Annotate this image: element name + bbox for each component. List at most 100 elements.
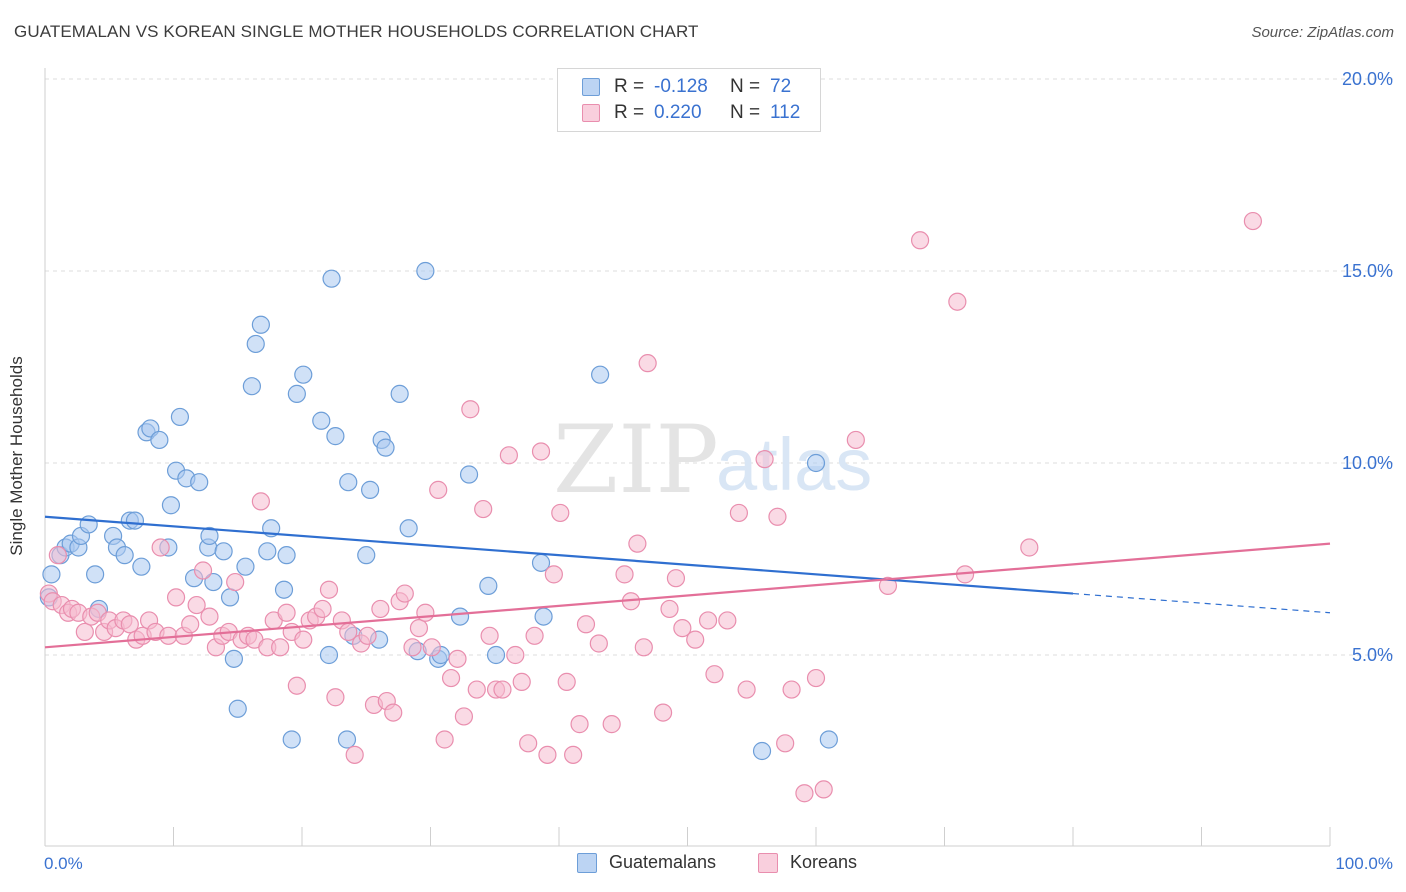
y-tick-label: 10.0% — [1342, 453, 1393, 473]
korean-point — [454, 707, 474, 726]
guatemalan-point — [399, 519, 418, 538]
korean-point — [313, 599, 332, 619]
korean-point — [480, 626, 499, 645]
guatemalan-point — [591, 365, 610, 384]
korean-point — [718, 611, 737, 630]
guatemalans-trend-line — [44, 515, 1074, 595]
korean-point — [814, 780, 833, 799]
korean-point — [948, 292, 967, 311]
guatemalan-point — [220, 588, 240, 607]
korean-point — [403, 638, 422, 657]
korean-point — [448, 649, 467, 668]
korean-point — [441, 668, 461, 688]
korean-point — [615, 565, 634, 584]
guatemalan-point — [170, 407, 190, 427]
guatemalan-point — [337, 730, 357, 749]
guatemalan-point — [450, 607, 470, 626]
korean-point — [673, 619, 692, 638]
korean-point — [187, 595, 206, 615]
korean-point — [461, 400, 480, 419]
legend-r-label: R = — [614, 76, 645, 97]
korean-point — [795, 784, 814, 803]
guatemalan-point — [125, 511, 145, 530]
guatemalan-point — [459, 465, 479, 484]
korean-point — [551, 503, 570, 523]
korean-point — [251, 492, 270, 511]
korean-point — [589, 634, 608, 653]
guatemalan-point — [224, 649, 243, 668]
guatemalan-point — [251, 315, 270, 334]
x-tick-label-max: 100.0% — [1335, 854, 1393, 873]
guatemalan-point — [376, 438, 395, 457]
guatemalan-point — [339, 473, 358, 492]
guatemalan-point — [86, 565, 105, 584]
koreans-points — [39, 211, 1263, 803]
korean-point — [519, 734, 538, 753]
korean-point — [345, 745, 364, 764]
korean-point — [538, 745, 557, 764]
legend-item-koreans[interactable]: Koreans — [758, 852, 857, 873]
korean-point — [474, 499, 493, 519]
x-tick-label-min: 0.0% — [44, 854, 83, 873]
korean-point — [846, 430, 865, 450]
series-legend: Guatemalans Koreans — [0, 852, 1406, 878]
korean-point — [638, 354, 657, 373]
korean-point — [1020, 538, 1039, 557]
guatemalan-point — [236, 557, 255, 576]
guatemalan-point — [200, 526, 219, 546]
korean-point — [698, 611, 718, 630]
guatemalan-point — [287, 384, 306, 403]
guatemalan-point — [274, 580, 294, 599]
legend-r-value: 0.220 — [654, 102, 702, 123]
korean-point — [531, 442, 551, 461]
guatemalan-point — [390, 384, 409, 403]
y-tick-labels: 5.0% 10.0% 15.0% 20.0% — [1342, 69, 1393, 665]
korean-point — [737, 680, 756, 699]
guatemalan-point — [258, 542, 277, 561]
korean-point — [686, 630, 705, 649]
korean-point — [166, 588, 186, 607]
guatemalan-point — [819, 730, 838, 749]
korean-point — [409, 619, 429, 638]
x-ticks — [173, 827, 1331, 846]
korean-point — [506, 645, 525, 665]
legend-r-value: -0.128 — [654, 76, 708, 97]
legend-item-guatemalans[interactable]: Guatemalans — [577, 852, 716, 873]
guatemalan-point — [357, 546, 376, 565]
chart-title: GUATEMALAN VS KOREAN SINGLE MOTHER HOUSE… — [14, 22, 699, 41]
korean-point — [564, 745, 583, 764]
legend-n-label: N = — [730, 76, 761, 97]
guatemalan-point — [416, 261, 435, 281]
guatemalan-point — [277, 546, 296, 565]
legend-label-guatemalans: Guatemalans — [609, 852, 717, 872]
korean-point — [395, 584, 414, 603]
guatemalan-point — [319, 645, 339, 665]
legend-swatch-pink — [758, 852, 778, 873]
korean-point — [910, 231, 930, 250]
korean-point — [1243, 211, 1263, 231]
korean-point — [544, 565, 563, 584]
legend-n-label: N = — [730, 102, 761, 123]
korean-point — [226, 572, 245, 592]
y-tick-label: 5.0% — [1352, 645, 1393, 665]
guatemalan-point — [228, 699, 247, 718]
guatemalan-point — [486, 645, 506, 665]
watermark-zip: ZIP — [553, 406, 719, 515]
guatemalan-point — [190, 473, 209, 492]
source-label: Source: ZipAtlas.com — [1251, 24, 1394, 41]
legend-swatch-pink — [582, 104, 600, 122]
guatemalan-point — [294, 365, 313, 384]
korean-point — [271, 638, 290, 657]
legend-n-value: 112 — [770, 102, 801, 123]
koreans-trend-line — [44, 542, 1331, 649]
korean-point — [768, 507, 787, 526]
legend-swatch-blue — [577, 852, 597, 873]
korean-point — [755, 450, 774, 469]
guatemalan-point — [312, 411, 331, 430]
korean-point — [653, 703, 673, 722]
legend-row-koreans: R = 0.220 N = 112 — [582, 101, 800, 125]
guatemalan-point — [214, 542, 233, 561]
korean-point — [294, 630, 313, 649]
korean-point — [181, 615, 200, 634]
